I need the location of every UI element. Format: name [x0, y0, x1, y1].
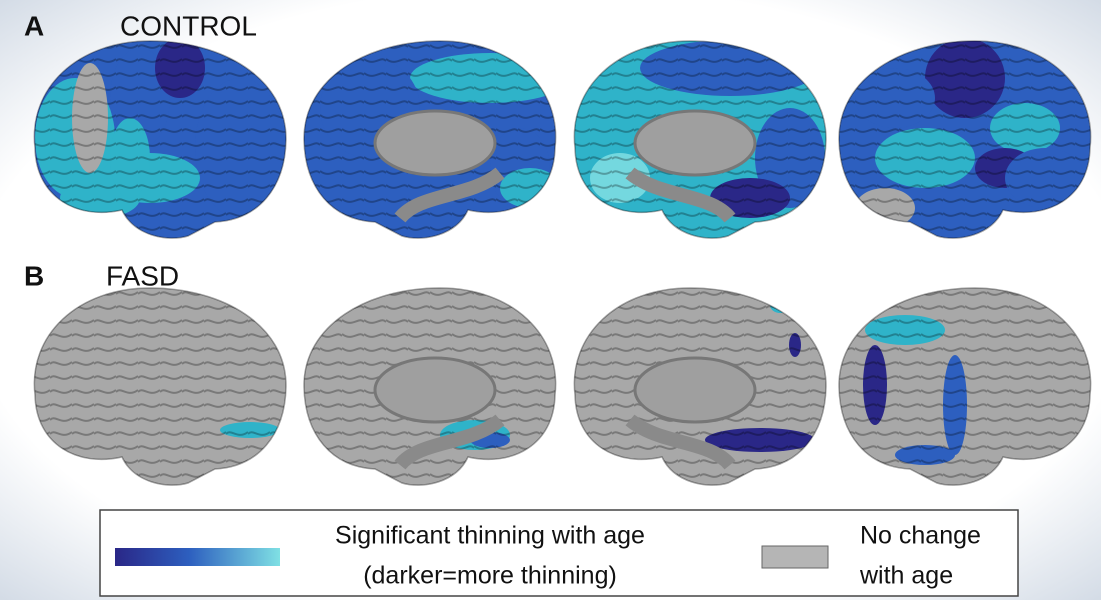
- panel-letter: B: [24, 260, 44, 291]
- medial-wall: [635, 358, 755, 422]
- medial-wall: [375, 358, 495, 422]
- legend-text: (darker=more thinning): [363, 562, 617, 590]
- panel-letter: A: [24, 10, 44, 41]
- figure: A CONTROL B FASD Significant thinning wi…: [0, 0, 1101, 600]
- legend: Significant thinning with age (darker=mo…: [100, 510, 1018, 596]
- legend-text: with age: [859, 562, 953, 590]
- page: A CONTROL B FASD Significant thinning wi…: [0, 0, 1101, 600]
- medial-wall: [375, 111, 495, 175]
- legend-gradient: [115, 548, 280, 566]
- legend-text: No change: [860, 522, 981, 550]
- medial-wall: [635, 111, 755, 175]
- panel-label: CONTROL: [120, 10, 257, 41]
- legend-gray-swatch: [762, 546, 828, 568]
- panel-label: FASD: [106, 260, 179, 291]
- legend-text: Significant thinning with age: [335, 522, 645, 550]
